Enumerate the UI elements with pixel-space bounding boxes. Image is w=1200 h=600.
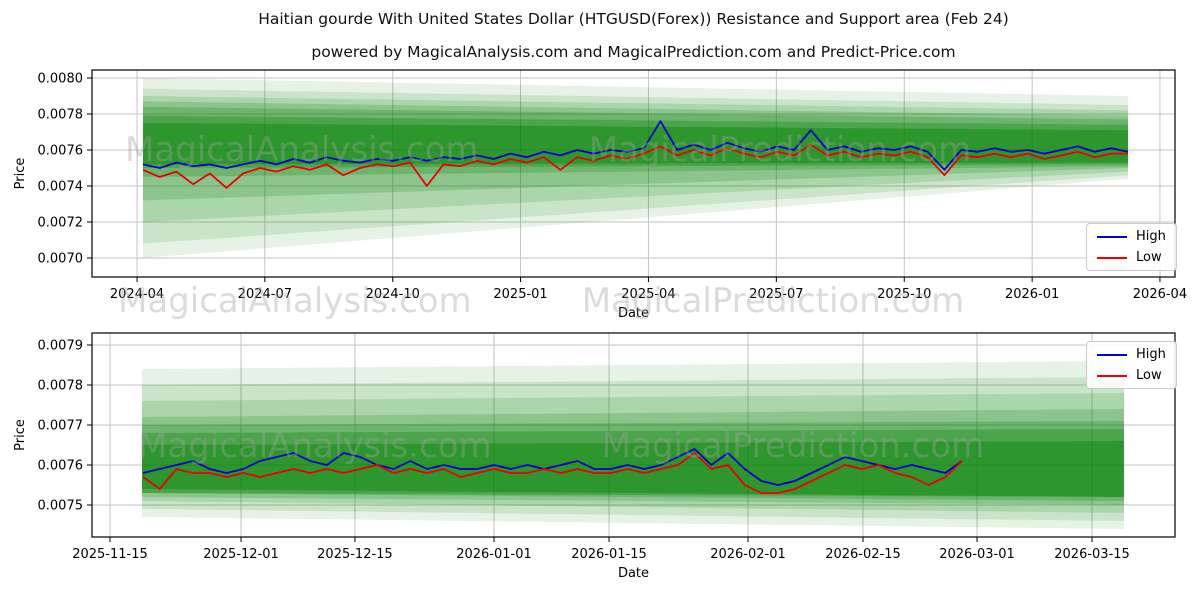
svg-text:0.0074: 0.0074 xyxy=(38,179,84,194)
top-chart-ylabel: Price xyxy=(13,158,28,190)
legend-bottom-chart: High Low xyxy=(1086,341,1177,389)
bottom-chart-xlabel: Date xyxy=(618,566,649,581)
legend-entry-high: High xyxy=(1097,347,1166,362)
svg-text:2026-02-15: 2026-02-15 xyxy=(825,547,901,562)
svg-text:0.0072: 0.0072 xyxy=(38,215,84,230)
legend-top-chart: High Low xyxy=(1086,223,1177,271)
svg-text:2024-04: 2024-04 xyxy=(110,287,164,302)
svg-text:0.0078: 0.0078 xyxy=(38,107,84,122)
low-line-swatch xyxy=(1097,374,1127,377)
svg-text:2025-10: 2025-10 xyxy=(877,287,931,302)
bottom-chart: 0.0075 0.0076 0.0077 0.0078 0.0079 2025-11-15… xyxy=(13,332,1176,581)
legend-label-high: High xyxy=(1136,229,1166,244)
svg-text:2026-03-01: 2026-03-01 xyxy=(939,547,1015,562)
svg-text:2025-04: 2025-04 xyxy=(621,287,675,302)
svg-text:2026-04: 2026-04 xyxy=(1133,287,1187,302)
low-line-swatch xyxy=(1097,256,1127,259)
top-chart-spines xyxy=(91,69,1176,278)
low-line xyxy=(142,143,1128,189)
top-chart-bands xyxy=(143,77,1128,258)
svg-text:0.0080: 0.0080 xyxy=(38,71,84,86)
bottom-chart-x-ticks: 2025-11-15 2025-12-01 2025-12-15 2026-01-01… xyxy=(72,537,1130,562)
svg-text:2026-01: 2026-01 xyxy=(1005,287,1059,302)
high-line xyxy=(142,448,963,486)
svg-text:0.0078: 0.0078 xyxy=(38,379,84,394)
legend-entry-low: Low xyxy=(1097,368,1166,383)
svg-text:2024-10: 2024-10 xyxy=(366,287,420,302)
high-line xyxy=(142,120,1129,171)
svg-text:2025-12-15: 2025-12-15 xyxy=(317,547,393,562)
legend-label-low: Low xyxy=(1136,250,1162,265)
svg-text:2024-07: 2024-07 xyxy=(238,287,292,302)
bottom-chart-bands xyxy=(142,361,1124,529)
svg-text:2025-01: 2025-01 xyxy=(493,287,547,302)
svg-text:2025-12-01: 2025-12-01 xyxy=(203,547,279,562)
bottom-chart-ylabel: Price xyxy=(13,419,28,451)
legend-label-high: High xyxy=(1136,347,1166,362)
svg-text:0.0079: 0.0079 xyxy=(38,339,84,354)
svg-text:0.0076: 0.0076 xyxy=(38,459,84,474)
high-line-swatch xyxy=(1097,353,1127,356)
legend-entry-high: High xyxy=(1097,229,1166,244)
bottom-chart-spines xyxy=(91,332,1176,538)
svg-text:2026-01-01: 2026-01-01 xyxy=(456,547,532,562)
top-chart-x-ticks: 2024-04 2024-07 2024-10 2025-01 2025-04 2025-… xyxy=(110,277,1187,302)
legend-entry-low: Low xyxy=(1097,250,1166,265)
svg-text:0.0075: 0.0075 xyxy=(38,499,84,514)
bottom-chart-y-ticks: 0.0075 0.0076 0.0077 0.0078 0.0079 xyxy=(38,339,92,514)
top-chart-xlabel: Date xyxy=(618,306,649,321)
svg-text:2026-02-01: 2026-02-01 xyxy=(710,547,786,562)
high-line-swatch xyxy=(1097,235,1127,238)
svg-text:2025-07: 2025-07 xyxy=(749,287,803,302)
top-chart: 0.0070 0.0072 0.0074 0.0076 0.0078 0.0080 2024… xyxy=(13,69,1187,321)
svg-text:2025-11-15: 2025-11-15 xyxy=(72,547,148,562)
svg-text:0.0076: 0.0076 xyxy=(38,143,84,158)
chart-subtitle: powered by MagicalAnalysis.com and Magic… xyxy=(311,43,956,61)
legend-label-low: Low xyxy=(1136,368,1162,383)
svg-text:0.0077: 0.0077 xyxy=(38,419,84,434)
bottom-chart-grid xyxy=(92,333,1175,537)
svg-text:2026-01-15: 2026-01-15 xyxy=(571,547,647,562)
svg-text:0.0070: 0.0070 xyxy=(38,251,84,266)
svg-text:2026-03-15: 2026-03-15 xyxy=(1054,547,1130,562)
top-chart-grid xyxy=(92,70,1175,277)
chart-title: Haitian gourde With United States Dollar… xyxy=(258,10,1009,28)
low-line xyxy=(142,452,963,494)
top-chart-y-ticks: 0.0070 0.0072 0.0074 0.0076 0.0078 0.0080 xyxy=(38,71,92,266)
